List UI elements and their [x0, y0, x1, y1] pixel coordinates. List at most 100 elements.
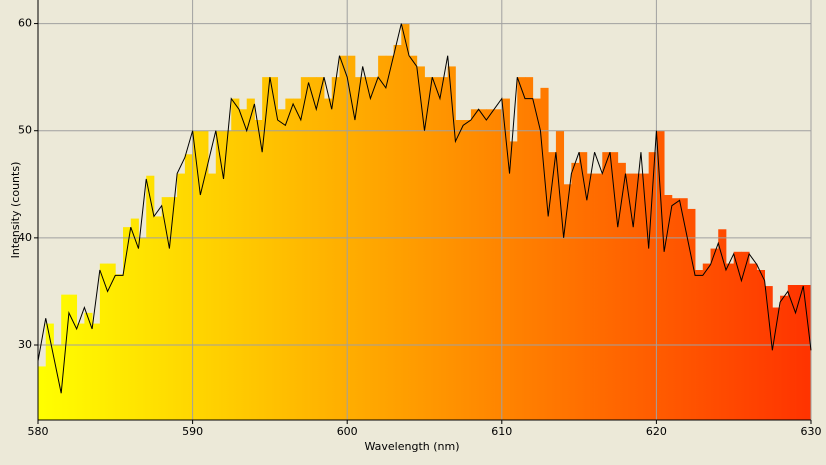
bar — [648, 152, 657, 420]
bar — [617, 162, 626, 420]
bar — [772, 307, 781, 420]
bar — [664, 195, 673, 420]
bar — [702, 263, 711, 420]
bar — [45, 323, 54, 420]
bar — [99, 263, 108, 420]
y-tick-label: 40 — [18, 231, 32, 244]
bar — [602, 152, 611, 420]
bar — [718, 229, 727, 420]
bar — [262, 77, 271, 421]
y-tick-label: 30 — [18, 338, 32, 351]
x-tick-label: 620 — [646, 425, 667, 438]
bar — [501, 98, 510, 421]
bar — [200, 130, 209, 420]
bar — [710, 248, 719, 420]
bar — [780, 295, 789, 420]
bar — [803, 285, 812, 420]
bar — [656, 130, 665, 420]
bar — [161, 197, 170, 420]
bar — [524, 77, 534, 421]
x-tick-label: 580 — [28, 425, 49, 438]
bar — [123, 227, 132, 420]
bar — [687, 208, 696, 420]
bar — [432, 77, 441, 421]
bar — [586, 173, 595, 420]
bar — [671, 198, 680, 420]
x-tick-label: 630 — [801, 425, 822, 438]
bar — [640, 173, 650, 420]
bar — [308, 77, 317, 421]
bar — [447, 66, 456, 420]
bar — [362, 77, 371, 421]
bar — [741, 251, 750, 420]
bar — [68, 294, 78, 420]
bar — [107, 263, 116, 420]
bar — [184, 154, 193, 421]
y-tick-label: 60 — [18, 17, 32, 30]
bar — [625, 173, 634, 420]
bar — [53, 345, 62, 420]
x-axis-label: Wavelength (nm) — [364, 440, 459, 453]
bar — [563, 184, 572, 420]
bar — [509, 141, 518, 420]
bar — [517, 77, 526, 421]
bar — [92, 323, 101, 420]
bar — [84, 312, 93, 420]
bar — [486, 109, 495, 421]
x-tick-label: 600 — [337, 425, 358, 438]
bar — [439, 77, 449, 421]
bar — [401, 23, 410, 420]
bar — [130, 218, 139, 420]
bar — [633, 173, 642, 420]
bar — [254, 120, 263, 420]
bar — [733, 251, 742, 420]
bar — [532, 98, 541, 421]
y-tick-label: 50 — [18, 124, 32, 137]
bar — [579, 152, 588, 420]
bar — [231, 98, 240, 421]
y-axis-label: Intensity (counts) — [9, 162, 22, 259]
bar — [215, 130, 224, 420]
bar — [177, 173, 186, 420]
bar — [594, 173, 603, 420]
bar — [192, 130, 201, 420]
bar — [494, 109, 503, 421]
bar — [478, 109, 487, 421]
bar — [555, 130, 565, 420]
bar — [370, 77, 379, 421]
bar — [354, 77, 364, 421]
bar — [470, 109, 480, 421]
bar — [424, 77, 433, 421]
bar — [76, 323, 85, 420]
x-tick-label: 610 — [491, 425, 512, 438]
bar — [153, 216, 163, 420]
bar — [277, 109, 286, 421]
bar — [115, 274, 124, 420]
bar — [293, 98, 302, 421]
bar — [246, 98, 255, 421]
bar — [571, 162, 580, 420]
bar — [238, 109, 248, 421]
bar — [749, 263, 758, 420]
bar — [269, 77, 279, 421]
bar — [548, 152, 557, 420]
bar — [61, 294, 70, 420]
bar — [324, 98, 333, 421]
bar — [146, 175, 155, 420]
bar — [764, 286, 773, 420]
bar — [416, 66, 425, 420]
bar — [455, 120, 464, 420]
x-tick-label: 590 — [182, 425, 203, 438]
bar — [223, 130, 232, 420]
bar — [300, 77, 309, 421]
bar — [208, 173, 217, 420]
bar — [169, 197, 178, 420]
bar — [679, 198, 688, 420]
spectrum-line — [37, 23, 812, 394]
bar — [787, 285, 796, 420]
bar — [331, 77, 340, 421]
bar — [316, 77, 325, 421]
bar — [463, 120, 472, 420]
